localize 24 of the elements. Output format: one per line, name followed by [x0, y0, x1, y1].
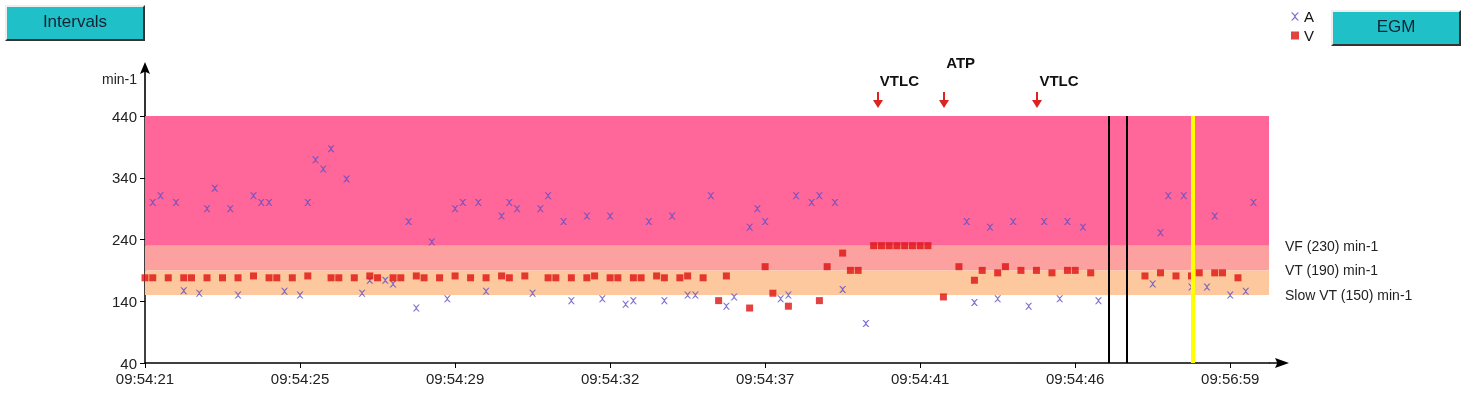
text: ATP	[946, 54, 976, 71]
x-tick-label: 09:56:59	[1201, 370, 1260, 387]
legend-label: V	[1304, 27, 1315, 44]
band-label: Slow VT (150) min-1	[1285, 287, 1413, 304]
y-tick-label: 140	[111, 292, 137, 310]
y-tick-label: 340	[111, 169, 137, 187]
x-tick-label: 09:54:37	[735, 370, 795, 387]
y-tick-label: 440	[111, 107, 137, 125]
legend-label: A	[1304, 8, 1315, 25]
band-label: VF (230) min-1	[1285, 237, 1379, 254]
x-tick-label: 09:54:29	[425, 370, 485, 387]
button: EGM	[1331, 10, 1461, 46]
x-tick-label: 09:54:32	[580, 370, 640, 387]
y-tick-label: 240	[111, 231, 137, 248]
x-tick-label: 09:54:41	[890, 370, 950, 387]
x-tick-label: 09:54:46	[1046, 370, 1105, 387]
y-tick-label: 40	[120, 354, 137, 372]
band-label: VT (190) min-1	[1285, 262, 1379, 279]
text: VTLC	[879, 72, 920, 89]
x-tick-label: 09:54:25	[270, 370, 330, 387]
y-axis-title: min-1	[101, 71, 138, 87]
x-tick-label: 09:54:21	[115, 370, 175, 387]
button: Intervals	[5, 5, 145, 41]
text: VTLC	[1039, 72, 1079, 89]
